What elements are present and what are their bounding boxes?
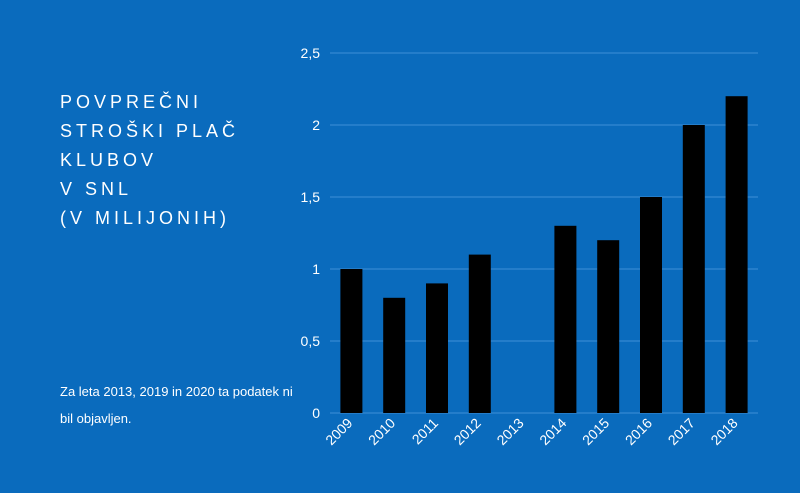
bar-2010 xyxy=(383,297,406,413)
bar-2016 xyxy=(640,197,662,413)
x-tick-label: 2015 xyxy=(579,415,612,448)
bar-2015 xyxy=(597,240,620,413)
y-axis: 0 0,5 1 1,5 2 2,5 xyxy=(301,45,321,421)
x-tick-label: 2016 xyxy=(622,415,655,448)
y-tick-label: 1 xyxy=(312,261,320,277)
title-line: STROŠKI PLAČ xyxy=(60,121,240,141)
x-tick-label: 2014 xyxy=(536,415,569,448)
x-tick-label: 2010 xyxy=(365,415,398,448)
bar-2009 xyxy=(340,269,363,413)
bar-2018 xyxy=(725,96,748,413)
x-tick-label: 2017 xyxy=(665,415,698,448)
bar-2014 xyxy=(554,225,577,413)
chart-title: POVPREČNI STROŠKI PLAČ KLUBOV V SNL (V M… xyxy=(60,88,280,233)
x-tick-label: 2018 xyxy=(707,415,740,448)
x-axis: 2009 2010 2011 2012 2013 2014 2015 2016 2017 2018 xyxy=(322,415,741,448)
data-note: Za leta 2013, 2019 in 2020 ta podatek ni… xyxy=(60,384,293,426)
x-tick-label: 2012 xyxy=(451,415,484,448)
bar-2017 xyxy=(682,125,705,413)
x-tick-label: 2013 xyxy=(493,415,526,448)
title-line: (V MILIJONIH) xyxy=(60,208,231,228)
title-line: POVPREČNI xyxy=(60,92,203,112)
title-line: V SNL xyxy=(60,179,133,199)
y-tick-label: 0,5 xyxy=(301,333,321,349)
y-tick-label: 0 xyxy=(312,405,320,421)
y-tick-label: 1,5 xyxy=(301,189,321,205)
bar-layer xyxy=(340,96,748,413)
bar-2012 xyxy=(468,254,491,413)
x-tick-label: 2011 xyxy=(409,415,442,448)
y-tick-label: 2 xyxy=(312,117,320,133)
y-tick-label: 2,5 xyxy=(301,45,321,61)
bar-2011 xyxy=(426,283,448,413)
title-line: KLUBOV xyxy=(60,150,158,170)
x-tick-label: 2009 xyxy=(322,415,355,448)
